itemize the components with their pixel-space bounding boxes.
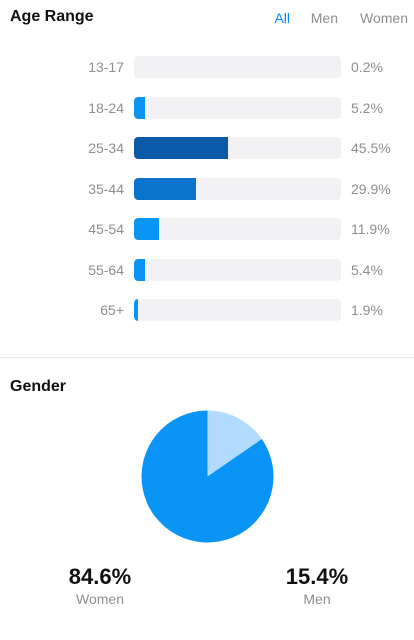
section-divider xyxy=(0,357,414,358)
pie-slice-men xyxy=(207,410,262,477)
age-percentage-label: 1.9% xyxy=(351,302,383,318)
age-row-65+: 65+ 1.9% xyxy=(0,299,414,321)
age-range-section: Age Range All Men Women 13-17 0.2% 18-24 5.… xyxy=(0,6,414,321)
age-bar xyxy=(134,258,145,281)
age-category-label: 55-64 xyxy=(88,261,124,278)
age-bar xyxy=(134,177,196,200)
age-category-label: 18-24 xyxy=(88,99,124,116)
age-bar-track xyxy=(134,56,341,78)
age-row-55-64: 55-64 5.4% xyxy=(0,258,414,281)
women-stat: 84.6% Women xyxy=(40,564,160,607)
men-label: Men xyxy=(303,591,331,607)
age-row-45-54: 45-54 11.9% xyxy=(0,218,414,240)
age-percentage-label: 5.4% xyxy=(351,261,383,278)
age-bar xyxy=(134,96,145,119)
age-bar-track xyxy=(134,258,341,281)
women-label: Women xyxy=(76,591,124,607)
age-bar xyxy=(134,218,159,240)
age-bar xyxy=(134,137,228,159)
age-bar-track xyxy=(134,299,341,321)
age-percentage-label: 0.2% xyxy=(351,59,383,75)
age-percentage-label: 45.5% xyxy=(351,140,391,156)
age-percentage-label: 29.9% xyxy=(351,180,391,197)
gender-section: Gender 84.6% Women 15.4% Men xyxy=(0,358,414,640)
pie-slice-women xyxy=(141,410,274,543)
age-row-35-44: 35-44 29.9% xyxy=(0,177,414,200)
age-bar-track xyxy=(134,137,341,159)
age-category-label: 45-54 xyxy=(88,221,124,237)
age-category-label: 25-34 xyxy=(88,140,124,156)
men-stat: 15.4% Men xyxy=(257,564,377,607)
age-bar-track xyxy=(134,96,341,119)
age-range-header: Age Range All Men Women xyxy=(10,6,408,30)
age-bar-track xyxy=(134,177,341,200)
men-percentage: 15.4% xyxy=(285,564,349,589)
age-bar-track xyxy=(134,218,341,240)
gender-pie-chart xyxy=(141,410,274,543)
filter-men-tab[interactable]: Men xyxy=(310,10,338,26)
age-row-13-17: 13-17 0.2% xyxy=(0,56,414,78)
filter-all-tab[interactable]: All xyxy=(274,10,290,26)
age-range-title: Age Range xyxy=(10,8,94,25)
gender-title: Gender xyxy=(10,378,67,395)
age-percentage-label: 11.9% xyxy=(351,221,390,237)
women-percentage: 84.6% xyxy=(68,564,132,589)
age-row-25-34: 25-34 45.5% xyxy=(0,137,414,159)
age-percentage-label: 5.2% xyxy=(351,99,383,116)
age-row-18-24: 18-24 5.2% xyxy=(0,96,414,119)
age-bar xyxy=(134,299,138,321)
filter-women-tab[interactable]: Women xyxy=(360,10,408,26)
age-category-label: 35-44 xyxy=(88,180,124,197)
age-category-label: 13-17 xyxy=(88,59,124,75)
age-category-label: 65+ xyxy=(100,302,124,318)
